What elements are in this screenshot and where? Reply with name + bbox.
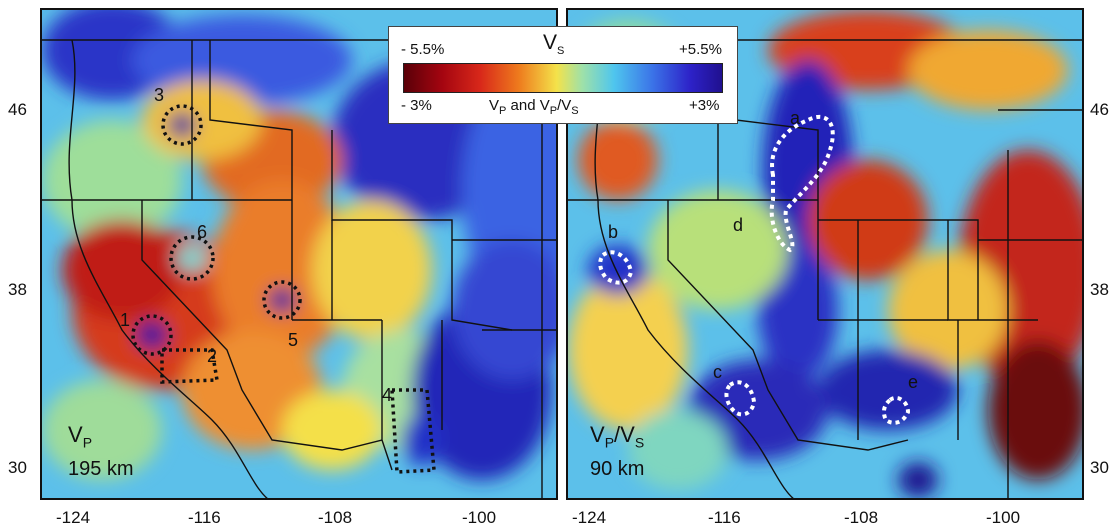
marker-c: c [713,362,722,382]
y-tick-30-left: 30 [8,458,27,477]
marker-a: a [790,108,801,128]
colorbar-vs-label: VS [543,31,565,58]
marker-e: e [908,372,919,392]
marker-4: 4 [382,385,393,405]
colorbar-legend: VS - 5.5% +5.5% - 3% VP and VP/VS +3% [388,26,738,124]
y-tick-46-left: 46 [8,100,27,119]
y-tick-38-right: 38 [1090,280,1109,299]
marker-1: 1 [120,310,131,330]
vp-tomography-map [42,10,556,498]
colorbar-vs-min: - 5.5% [401,41,445,58]
left-panel-depth: 195 km [68,458,134,480]
marker-d: d [733,215,744,235]
colorbar-vs-max: +5.5% [679,41,722,58]
x-tick-right-4: -100 [986,508,1021,527]
right-panel-depth: 90 km [590,458,645,480]
right-panel-title: VP/VS [590,422,645,451]
left-panel-title: VP [68,422,93,451]
marker-5: 5 [288,330,299,350]
x-tick-right-2: -116 [708,508,741,527]
x-tick-left-4: -100 [462,508,497,527]
marker-b: b [608,222,619,242]
x-tick-left-3: -108 [318,508,353,527]
marker-6: 6 [197,222,208,242]
colorbar-vp-label: VP and VP/VS [489,97,579,117]
y-tick-38-left: 38 [8,280,27,299]
marker-3: 3 [154,85,165,105]
y-tick-46-right: 46 [1090,100,1109,119]
x-tick-left-2: -116 [188,508,221,527]
marker-2: 2 [207,346,218,366]
colorbar-gradient [403,63,723,93]
x-tick-right-1: -124 [572,508,607,527]
colorbar-vp-max: +3% [689,97,720,114]
x-tick-left-1: -124 [56,508,91,527]
y-tick-30-right: 30 [1090,458,1109,477]
colorbar-vp-min: - 3% [401,97,432,114]
x-tick-right-3: -108 [844,508,879,527]
